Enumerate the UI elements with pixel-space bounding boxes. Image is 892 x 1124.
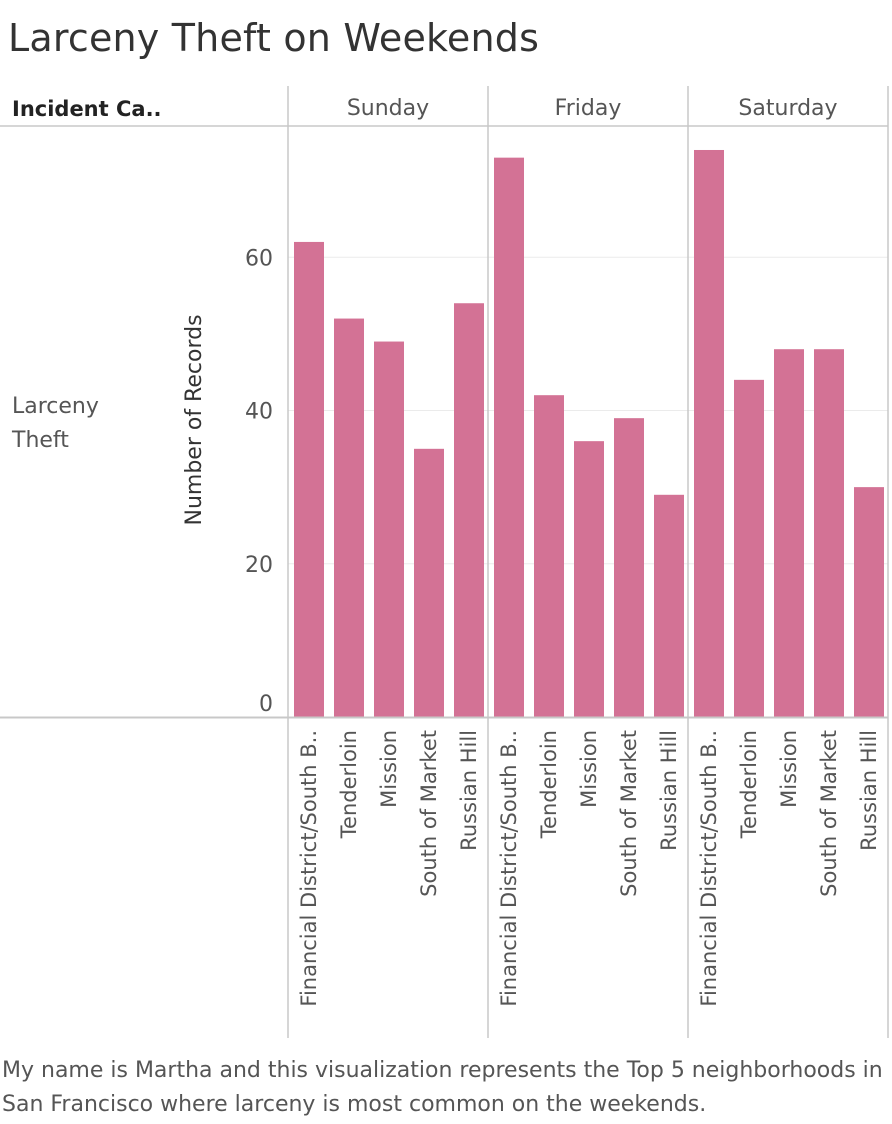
bar xyxy=(614,418,644,717)
bar xyxy=(374,341,404,717)
bar xyxy=(694,149,724,718)
x-category-label: Russian Hill xyxy=(657,730,681,851)
x-category-label: South of Market xyxy=(417,730,441,897)
row-header: Incident Ca.. xyxy=(12,97,162,121)
y-tick-label: 0 xyxy=(259,692,273,717)
bar xyxy=(294,241,324,717)
bar xyxy=(574,441,604,717)
x-category-label: Tenderloin xyxy=(737,730,761,839)
x-category-label: South of Market xyxy=(817,730,841,897)
bar xyxy=(774,349,804,717)
bar-chart: 0 20 40 60 Number of Records Incident Ca.. Lar… xyxy=(0,86,889,1038)
bar xyxy=(654,494,684,717)
chart-title: Larceny Theft on Weekends xyxy=(8,16,540,60)
y-tick-label: 20 xyxy=(245,553,273,578)
bar xyxy=(854,487,884,717)
bar xyxy=(414,448,444,717)
x-category-label: Mission xyxy=(777,730,801,808)
x-category-label: Tenderloin xyxy=(537,730,561,839)
x-category-label: Russian Hill xyxy=(857,730,881,851)
x-category-label: Russian Hill xyxy=(457,730,481,851)
panel-header-friday: Friday xyxy=(555,96,622,121)
row-label: Larceny Theft xyxy=(11,394,99,453)
x-category-label: Financial District/South B.. xyxy=(697,730,721,1007)
y-tick-label: 60 xyxy=(245,246,273,271)
x-category-label: Tenderloin xyxy=(337,730,361,839)
bar xyxy=(454,303,484,717)
panel-header-saturday: Saturday xyxy=(738,96,837,121)
x-category-label: Mission xyxy=(377,730,401,808)
bar xyxy=(534,395,564,717)
bar xyxy=(494,157,524,717)
labels: 0 20 40 60 Number of Records Incident Ca.. Lar… xyxy=(11,96,881,1007)
bar xyxy=(814,349,844,717)
x-category-label: South of Market xyxy=(617,730,641,897)
bars xyxy=(294,149,884,718)
bar xyxy=(334,318,364,717)
bar xyxy=(734,379,764,717)
caption-text: My name is Martha and this visualization… xyxy=(2,1058,883,1117)
dividers xyxy=(0,86,889,1038)
y-tick-label: 40 xyxy=(245,400,273,425)
panel-header-sunday: Sunday xyxy=(347,96,429,121)
y-axis-title: Number of Records xyxy=(182,314,207,525)
x-category-label: Financial District/South B.. xyxy=(497,730,521,1007)
x-category-label: Mission xyxy=(577,730,601,808)
x-category-label: Financial District/South B.. xyxy=(297,730,321,1007)
